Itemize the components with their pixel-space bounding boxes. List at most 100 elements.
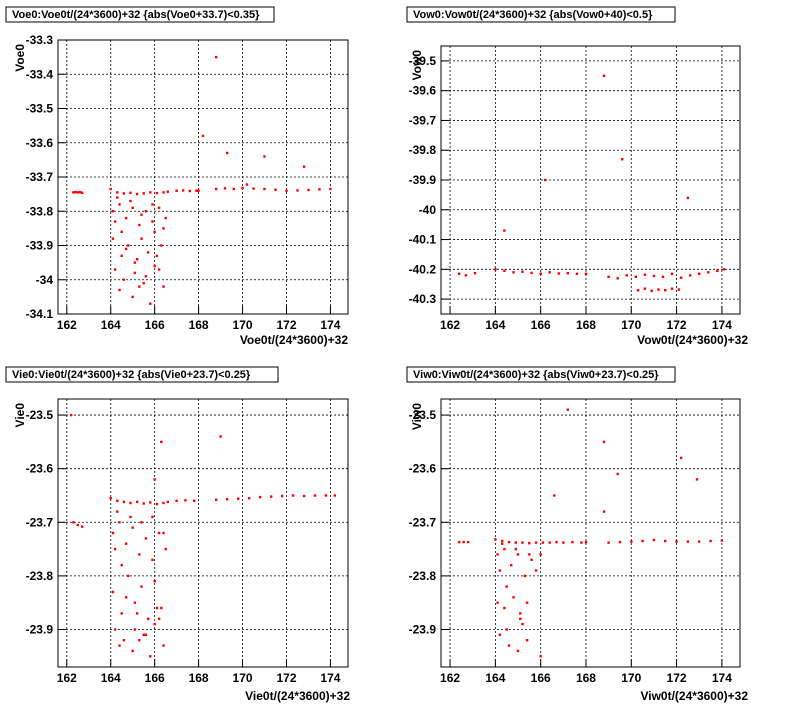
plot-panel-1: Voe0:Voe0t/(24*3600)+32 {abs(Voe0+33.7)<… (5, 6, 349, 347)
data-point (151, 515, 154, 519)
data-point (113, 220, 117, 223)
data-point (584, 540, 588, 544)
data-point (652, 274, 656, 278)
data-point (118, 288, 121, 292)
data-point (498, 633, 502, 636)
data-point (707, 271, 710, 274)
data-point (155, 254, 159, 257)
data-point (175, 189, 178, 192)
data-point (510, 564, 513, 567)
data-point (530, 558, 533, 561)
x-tick-label: 170 (621, 671, 641, 685)
x-tick-label: 166 (531, 671, 551, 685)
y-tick-label: -23.9 (26, 622, 54, 636)
data-point (539, 553, 542, 556)
data-point (153, 264, 156, 268)
data-point (566, 272, 569, 275)
data-point (120, 230, 123, 233)
data-point (505, 585, 508, 588)
data-point (81, 525, 84, 528)
data-point (140, 521, 143, 524)
data-point (201, 134, 205, 138)
data-point (197, 189, 200, 192)
data-point (607, 541, 610, 544)
data-point (175, 499, 178, 502)
x-tick-label: 168 (189, 318, 209, 332)
data-point (602, 440, 606, 444)
data-point (122, 278, 126, 281)
data-point (575, 272, 579, 275)
data-point (686, 196, 690, 200)
y-tick-label: -34 (36, 273, 54, 287)
data-point (116, 510, 119, 513)
data-point (467, 540, 470, 544)
data-point (505, 628, 508, 631)
data-point (607, 275, 610, 278)
data-point (329, 187, 332, 191)
data-point (133, 601, 137, 604)
data-point (548, 271, 551, 274)
x-tick-label: 168 (189, 671, 209, 685)
x-tick-label: 172 (667, 671, 687, 685)
data-point (135, 500, 139, 504)
data-point (689, 274, 692, 277)
data-point (507, 644, 511, 647)
x-tick-label: 174 (712, 671, 732, 685)
data-point (269, 495, 273, 498)
data-point (149, 302, 152, 305)
data-point (519, 617, 522, 620)
data-point (127, 244, 130, 247)
data-point (318, 188, 321, 191)
plot-panel-3: Vie0:Vie0t/(24*3600)+32 {abs(Vie0+23.7)<… (5, 366, 350, 703)
data-point (142, 633, 145, 636)
y-tick-label: -39.6 (409, 84, 437, 98)
data-points (457, 74, 726, 292)
data-point (166, 500, 169, 504)
x-tick-label: 170 (233, 671, 253, 685)
data-point (530, 271, 533, 275)
plot-title-box (406, 6, 676, 23)
y-tick-label: -23.6 (409, 462, 437, 476)
data-point (571, 540, 574, 544)
data-point (138, 285, 141, 288)
data-point (496, 553, 499, 556)
y-axis-label: Viw0 (410, 403, 424, 430)
data-point (81, 191, 84, 194)
y-tick-label: -23.7 (409, 515, 437, 529)
y-tick-label: -33.4 (26, 67, 54, 81)
data-point (164, 216, 167, 220)
data-point (146, 617, 150, 620)
data-point (494, 538, 497, 541)
data-point (252, 187, 255, 190)
data-point (226, 151, 229, 155)
data-point (120, 254, 123, 257)
data-point (138, 639, 141, 642)
y-tick-label: -33.3 (26, 33, 54, 47)
data-point (140, 585, 143, 588)
x-axis-label: Viw0t/(24*3600)+32 (640, 689, 748, 703)
data-point (521, 270, 524, 273)
data-point (237, 497, 240, 500)
data-point (72, 521, 75, 524)
y-tick-label: -33.9 (26, 239, 54, 253)
data-point (698, 540, 701, 543)
data-point (76, 191, 79, 194)
data-point (193, 499, 196, 502)
data-point (516, 553, 520, 556)
data-point (129, 191, 132, 194)
data-point (151, 558, 154, 561)
data-point (677, 288, 680, 291)
data-point (494, 268, 497, 271)
data-point (553, 494, 556, 497)
y-tick-label: -23.8 (26, 569, 54, 583)
data-point (557, 272, 560, 275)
data-point (263, 187, 266, 191)
x-tick-label: 166 (145, 671, 165, 685)
data-point (122, 639, 126, 642)
data-point (679, 456, 683, 460)
data-point (162, 285, 165, 288)
data-point (698, 272, 701, 275)
data-point (131, 295, 134, 299)
data-point (296, 189, 299, 192)
data-point (457, 272, 461, 275)
